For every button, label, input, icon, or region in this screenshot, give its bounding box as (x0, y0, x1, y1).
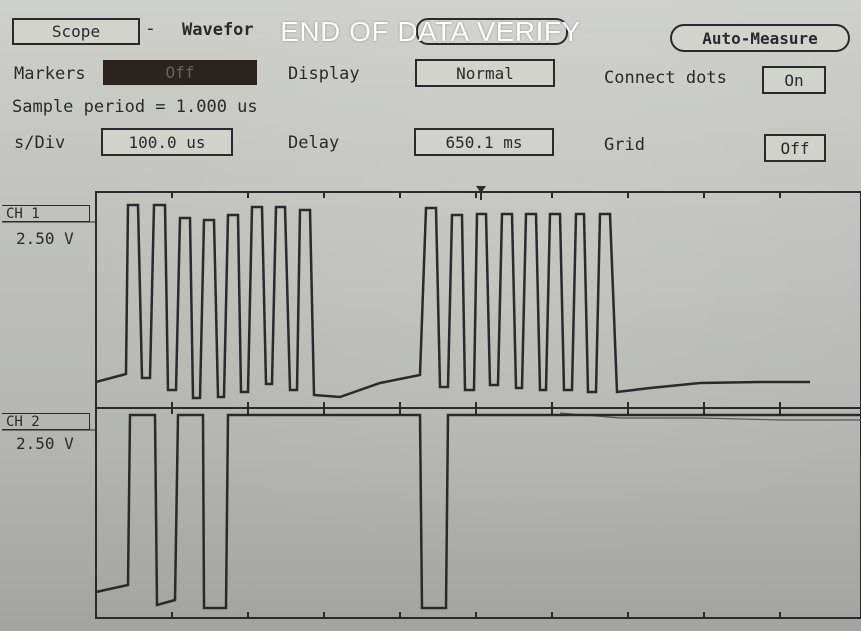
ch2-trace (96, 415, 861, 608)
graticule-frame (96, 192, 861, 618)
ch1-trace (96, 205, 810, 398)
